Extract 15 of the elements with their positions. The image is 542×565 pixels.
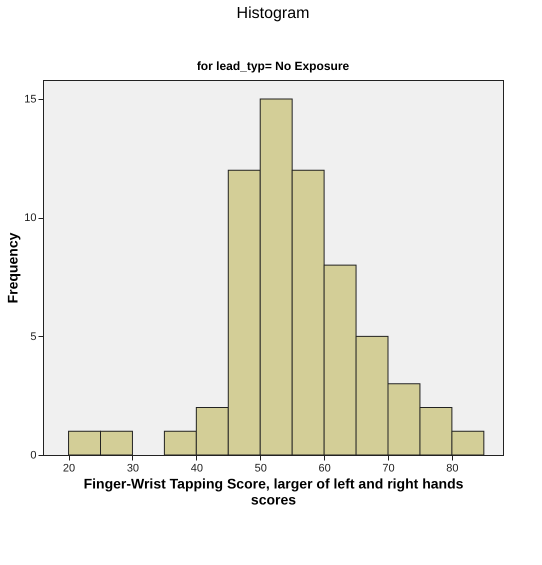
y-tick-label: 10 xyxy=(24,212,36,224)
x-tick-label: 60 xyxy=(318,462,331,474)
x-tick-label: 40 xyxy=(190,462,203,474)
x-tick-label: 20 xyxy=(62,462,76,474)
y-tick-label: 5 xyxy=(30,330,36,343)
chart-title: Histogram xyxy=(236,5,310,22)
y-axis-title: Frequency xyxy=(4,232,20,304)
x-tick-label: 30 xyxy=(126,462,140,474)
x-tick-label: 70 xyxy=(382,462,395,474)
x-tick-label: 80 xyxy=(446,462,459,474)
x-axis-title: Finger-Wrist Tapping Score, larger of left and right hands scores xyxy=(84,476,464,508)
y-tick-label: 0 xyxy=(30,450,36,462)
chart-subtitle: for lead_typ= No Exposure xyxy=(196,59,350,73)
x-tick-label: 50 xyxy=(254,462,267,474)
y-tick-label: 15 xyxy=(24,93,36,106)
